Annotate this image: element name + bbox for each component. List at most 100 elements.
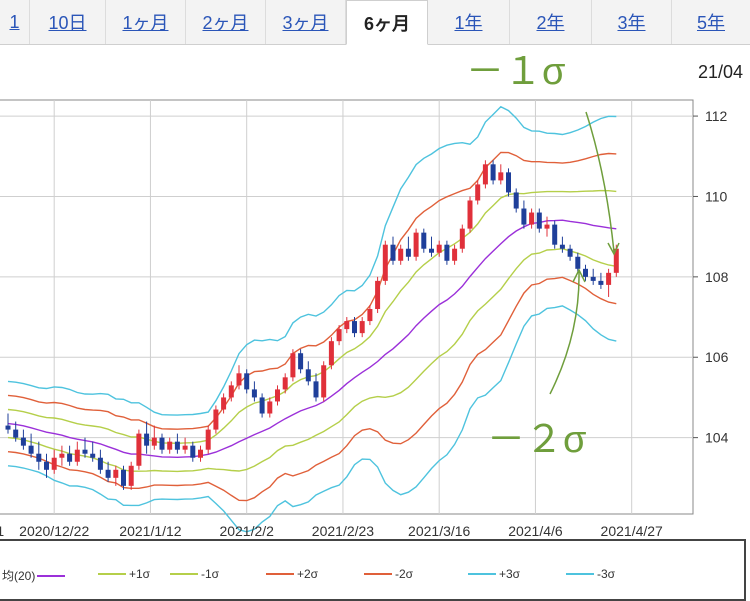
candle-body <box>552 224 558 245</box>
candle-body <box>236 373 242 386</box>
price-chart: 104 106 108 110 112 1 2020/12/22 2021/1/12 2021… <box>0 51 729 539</box>
candle-body <box>367 309 373 322</box>
candle-body <box>28 445 34 454</box>
candle-body <box>82 449 88 454</box>
candle-body <box>267 401 273 414</box>
plot-frame <box>0 99 694 515</box>
candle-body <box>536 212 542 229</box>
candle-body <box>328 341 334 366</box>
candle-body <box>5 425 11 430</box>
legend-minus3: -3σ <box>564 567 615 581</box>
candle-body <box>421 232 427 249</box>
bollinger-bands <box>7 105 617 533</box>
tab-10days[interactable]: 10日 <box>30 0 106 44</box>
candle-body <box>13 429 19 438</box>
candle-body <box>105 469 111 478</box>
candle-body <box>405 248 411 257</box>
annotation-arrowhead-minus-1 <box>607 242 620 256</box>
x-tick-label: 2020/12/22 <box>19 523 89 539</box>
candle-body <box>167 441 173 450</box>
tab-2months[interactable]: 2ヶ月 <box>186 0 266 44</box>
candle-body <box>336 329 342 342</box>
period-tabs: 1 10日 1ヶ月 2ヶ月 3ヶ月 6ヶ月 1年 2年 3年 5年 <box>0 0 750 45</box>
candle-body <box>544 224 550 229</box>
x-tick-label: 1 <box>0 523 4 539</box>
candle-body <box>51 457 57 470</box>
legend-minus2-line <box>364 573 392 575</box>
candle-body <box>213 409 219 430</box>
candle-body <box>151 437 157 446</box>
tab-3years[interactable]: 3年 <box>592 0 672 44</box>
annotation-arrow-minus-2 <box>549 271 580 395</box>
candle-body <box>444 244 450 261</box>
annotation-minus-2-sigma: －２σ <box>487 419 586 461</box>
y-tick-label: 112 <box>705 108 728 124</box>
candle-body <box>482 164 488 185</box>
band-minus3-sigma <box>7 305 617 533</box>
legend-minus3-line <box>566 573 594 575</box>
y-tick-label: 110 <box>705 188 728 204</box>
candle-body <box>305 369 311 382</box>
annotation-arrow-minus-1 <box>585 111 615 253</box>
candle-body <box>121 469 126 486</box>
candle-body <box>174 441 180 450</box>
candle-body <box>20 437 26 446</box>
moving-average-line <box>7 219 617 459</box>
candle-body <box>282 377 288 390</box>
tab-3months[interactable]: 3ヶ月 <box>266 0 346 44</box>
candle-body <box>136 433 142 466</box>
legend-ma-label: 均(20) <box>2 569 36 583</box>
candle-body <box>344 321 350 330</box>
candle-body <box>382 244 388 281</box>
candle-body <box>36 453 42 462</box>
chart-grid <box>0 99 694 515</box>
candle-body <box>506 172 511 193</box>
tab-1year[interactable]: 1年 <box>428 0 510 44</box>
annotation-minus-1-sigma: －１σ <box>466 51 565 93</box>
legend-plus2: +2σ <box>264 567 318 581</box>
legend-minus1-line <box>170 573 198 575</box>
candle-body <box>74 449 80 462</box>
candle-body <box>521 208 527 225</box>
x-tick-label: 2021/1/12 <box>119 523 181 539</box>
candle-body <box>575 256 581 269</box>
legend-plus2-label: +2σ <box>297 567 319 581</box>
candle-body <box>159 437 165 450</box>
x-tick-label: 2021/4/27 <box>601 523 663 539</box>
sigma-annotations: －１σ －２σ <box>466 51 620 461</box>
candle-body <box>113 469 119 478</box>
band-minus2-sigma <box>7 276 617 502</box>
candle-body <box>205 429 211 450</box>
y-tick-label: 108 <box>705 269 729 285</box>
candle-body <box>598 280 604 285</box>
candle-body <box>198 449 203 458</box>
band-plus3-sigma <box>7 105 617 416</box>
candle-body <box>182 445 188 450</box>
candle-body <box>298 353 304 370</box>
y-tick-label: 104 <box>705 430 729 446</box>
tab-2years[interactable]: 2年 <box>510 0 592 44</box>
legend-minus3-label: -3σ <box>597 567 616 581</box>
candle-body <box>275 389 280 402</box>
candle-body <box>352 321 357 334</box>
tab-5years[interactable]: 5年 <box>696 13 725 33</box>
tab-6months[interactable]: 6ヶ月 <box>346 0 428 45</box>
tab-1month[interactable]: 1ヶ月 <box>106 0 186 44</box>
tab-partial[interactable]: 1 <box>0 0 30 44</box>
legend-plus2-line <box>266 573 294 575</box>
candle-body <box>390 244 396 261</box>
candle-body <box>398 248 404 261</box>
legend-ma-line <box>37 574 66 577</box>
candle-body <box>244 373 250 390</box>
legend-plus1: +1σ <box>96 567 150 581</box>
legend-plus3: +3σ <box>466 567 520 581</box>
legend-ma: 均(20) <box>2 567 68 584</box>
candle-body <box>290 353 296 378</box>
candle-body <box>459 228 465 249</box>
candle-body <box>413 232 419 257</box>
candle-body <box>44 461 49 470</box>
candle-body <box>59 453 65 458</box>
x-tick-label: 2021/4/6 <box>508 523 563 539</box>
legend-plus3-line <box>468 573 496 575</box>
candlestick-series <box>5 160 619 490</box>
